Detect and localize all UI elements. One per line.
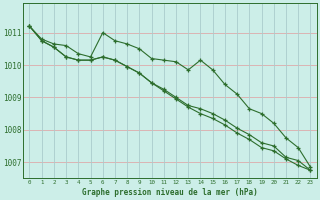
X-axis label: Graphe pression niveau de la mer (hPa): Graphe pression niveau de la mer (hPa) <box>82 188 258 197</box>
